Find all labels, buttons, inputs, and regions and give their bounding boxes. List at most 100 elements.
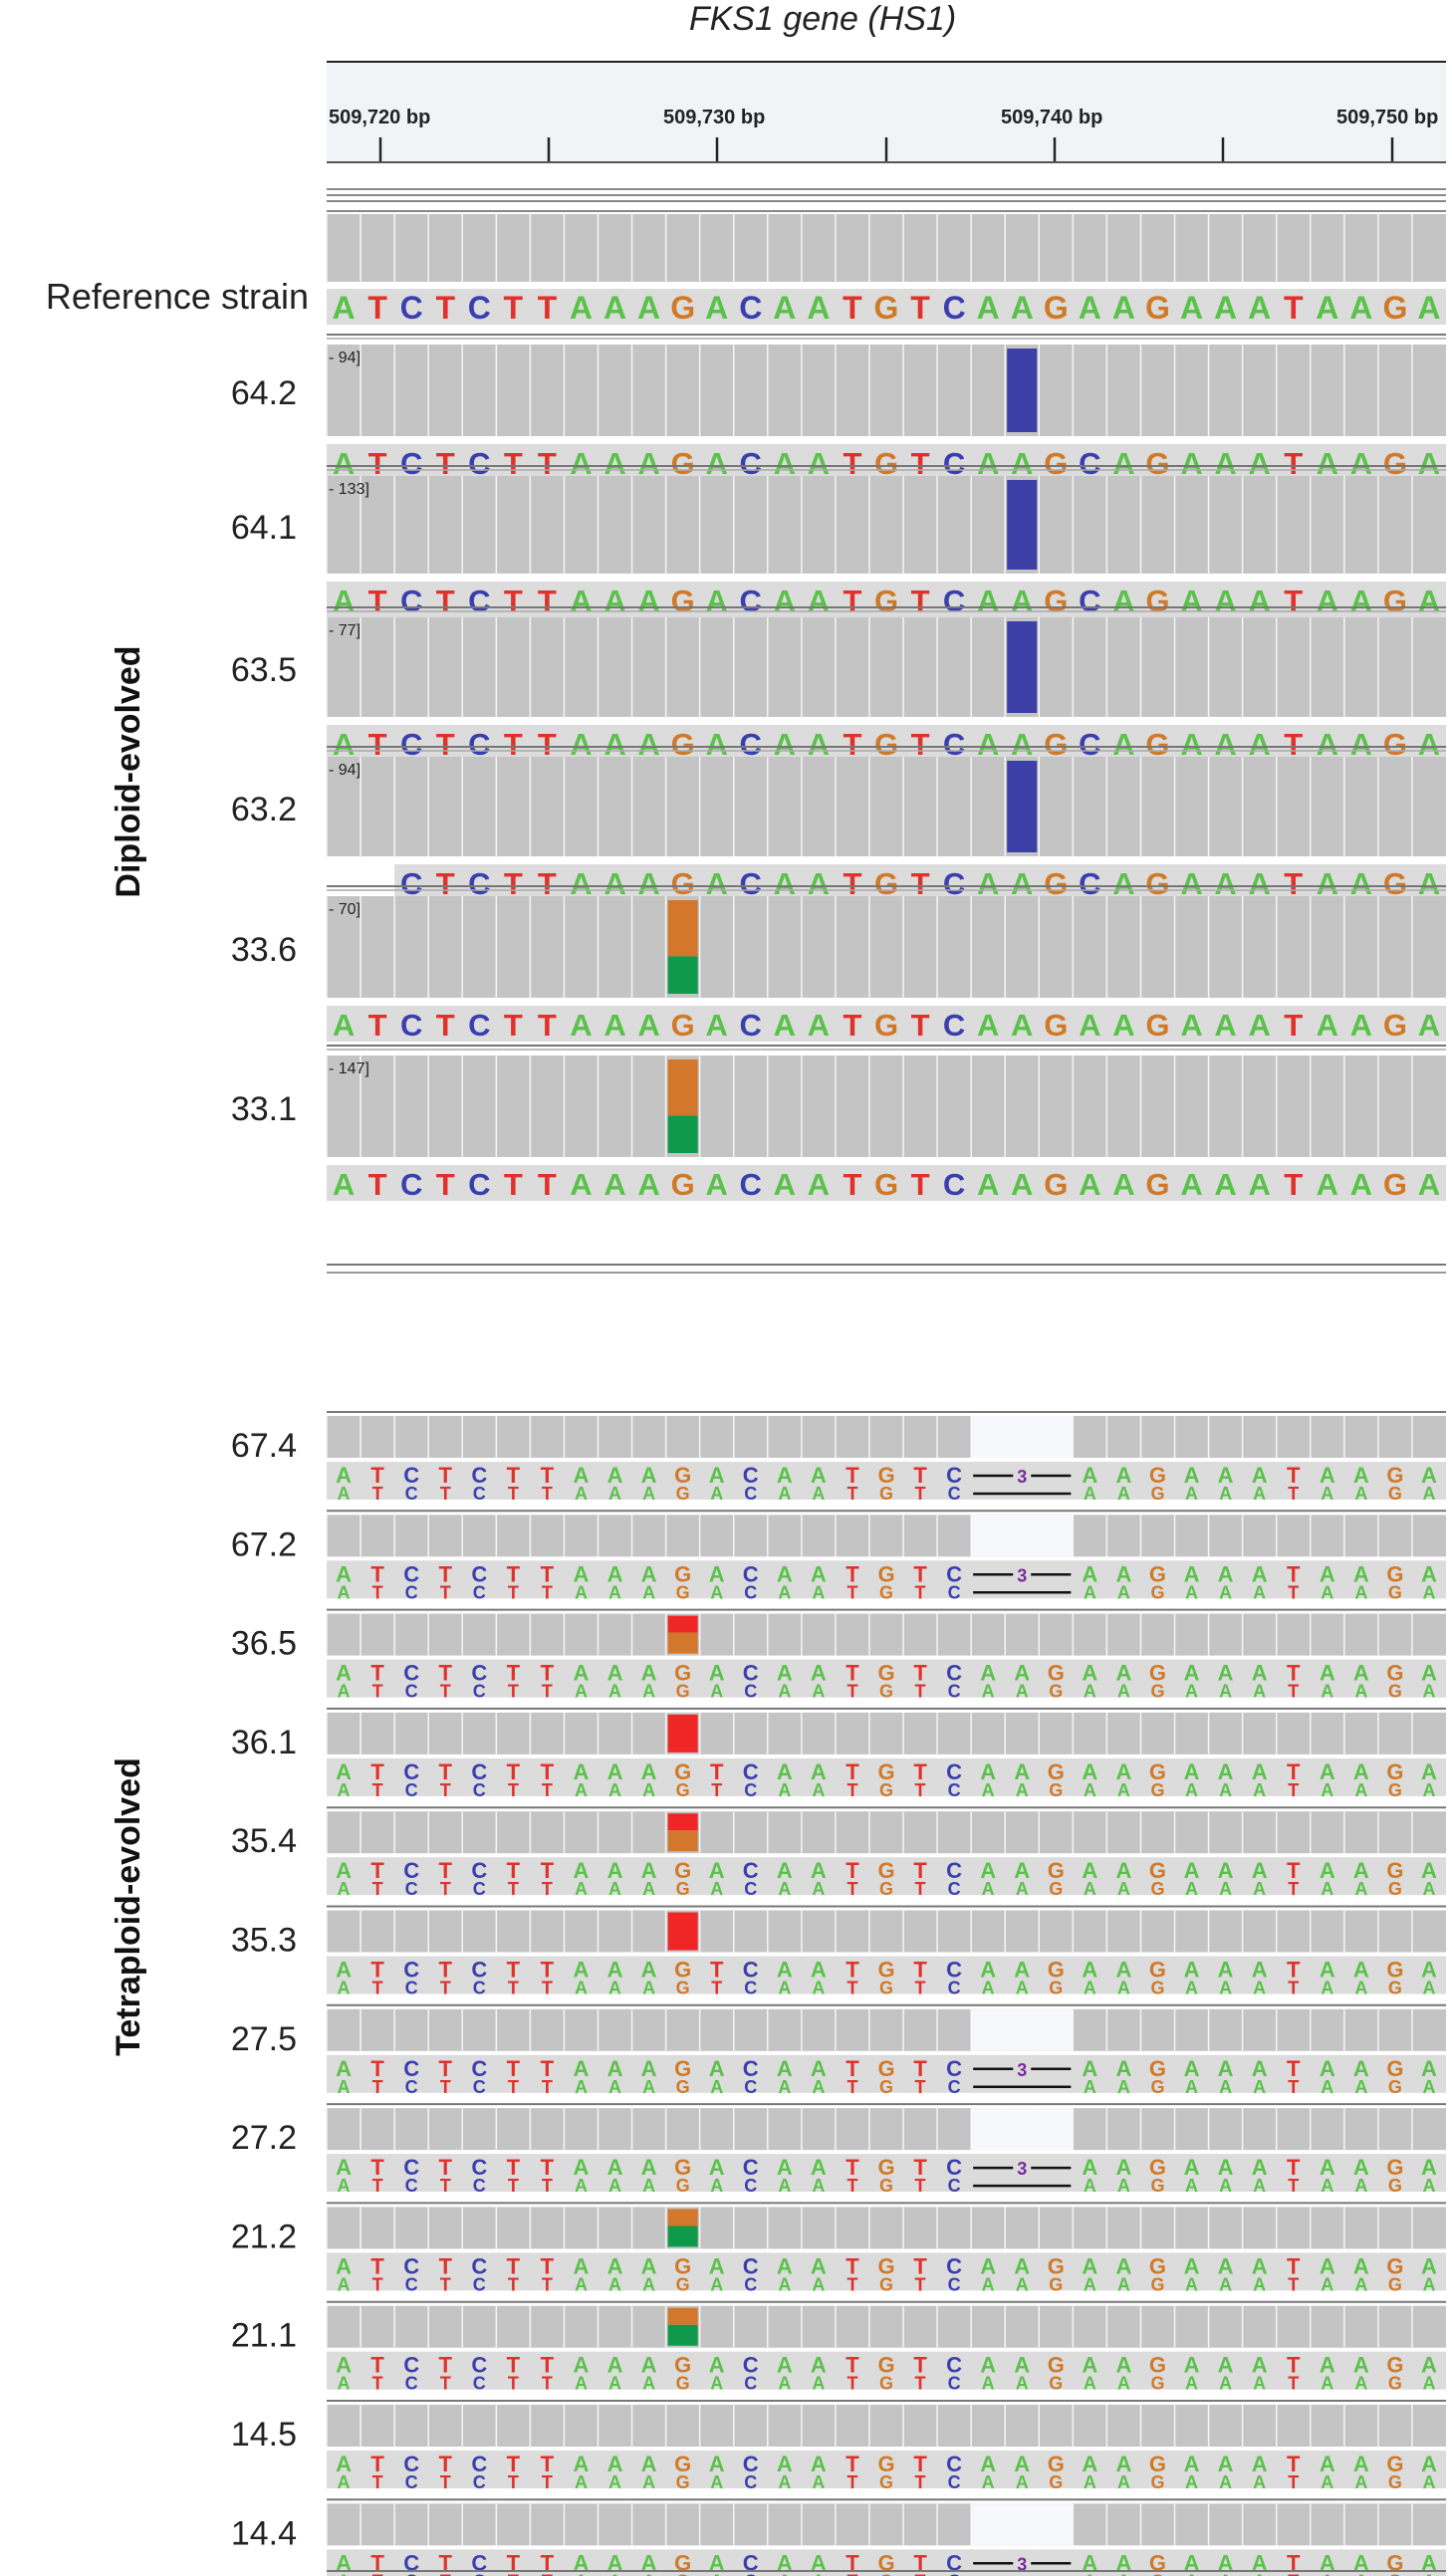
base-a: A	[1084, 1582, 1096, 1602]
base-a: A	[1353, 2452, 1369, 2476]
sequence-band	[327, 444, 1446, 480]
base-a: A	[338, 2176, 351, 2196]
base-g: G	[1388, 2472, 1402, 2492]
base-a: A	[1084, 2274, 1096, 2294]
base-a: A	[1185, 2472, 1198, 2492]
base-a: A	[812, 1979, 825, 1998]
base-a: A	[1082, 1561, 1097, 1586]
sample-label: 33.1	[231, 1090, 297, 1128]
base-a: A	[709, 2353, 725, 2378]
base-g: G	[879, 2472, 893, 2492]
base-g: G	[1048, 2452, 1065, 2476]
base-a: A	[608, 2472, 621, 2492]
base-t: T	[508, 2571, 519, 2576]
base-a: A	[980, 1661, 996, 1686]
sample-track: A T C T C T T A A A G A C A A T G T C A A G A A G A A A T A A G AA T C T C T T…	[231, 2202, 1446, 2294]
base-a: A	[1353, 1561, 1369, 1586]
base-t: T	[438, 2253, 452, 2278]
base-t: T	[507, 1463, 521, 1488]
base-a: A	[1115, 2452, 1131, 2476]
sample-label: 36.5	[231, 1625, 297, 1663]
base-c: C	[948, 2472, 961, 2492]
base-c: C	[473, 1979, 486, 1998]
base-a: A	[1084, 2472, 1096, 2492]
base-a: A	[710, 1582, 723, 1602]
base-t: T	[1288, 1979, 1299, 1998]
base-g: G	[877, 2056, 894, 2081]
sequence-band	[327, 2351, 1446, 2390]
base-g: G	[1150, 2176, 1164, 2196]
base-a: A	[1253, 1484, 1266, 1504]
base-t: T	[370, 2253, 384, 2278]
base-t: T	[440, 1979, 451, 1998]
base-t: T	[507, 1561, 521, 1586]
base-a: A	[336, 1463, 352, 1488]
base-a: A	[575, 1979, 588, 1998]
base-t: T	[508, 1780, 519, 1800]
base-g: G	[1149, 2353, 1166, 2378]
base-a: A	[608, 2374, 621, 2394]
coverage-band	[327, 214, 1446, 282]
base-t: T	[847, 2077, 857, 2097]
base-g: G	[1044, 446, 1068, 481]
base-t: T	[913, 2253, 927, 2278]
base-a: A	[604, 290, 626, 326]
base-a: A	[1185, 1582, 1198, 1602]
base-c: C	[405, 2472, 418, 2492]
base-g: G	[877, 1463, 894, 1488]
base-g: G	[1149, 1759, 1166, 1784]
base-g: G	[874, 290, 899, 326]
base-a: A	[1115, 2550, 1131, 2575]
base-a: A	[1115, 1661, 1131, 1686]
base-a: A	[642, 1780, 655, 1800]
base-c: C	[471, 2253, 487, 2278]
coverage-band	[327, 1613, 1446, 1656]
base-a: A	[338, 1780, 351, 1800]
ruler-label: 509,730 bp	[663, 107, 765, 128]
base-c: C	[743, 2155, 759, 2180]
base-a: A	[1321, 1879, 1333, 1899]
base-a: A	[1117, 2472, 1130, 2492]
base-g: G	[1150, 2472, 1164, 2492]
base-a: A	[637, 1008, 659, 1043]
base-g: G	[1388, 1682, 1402, 1702]
coverage-band	[327, 617, 1446, 717]
sample-label: 36.1	[231, 1724, 297, 1761]
coverage-band	[327, 896, 1446, 998]
base-a: A	[1350, 446, 1372, 481]
base-g: G	[879, 2571, 893, 2576]
base-c: C	[948, 1879, 961, 1899]
base-t: T	[438, 2452, 452, 2476]
base-t: T	[843, 866, 861, 901]
base-a: A	[1422, 1780, 1435, 1800]
sample-label: 63.5	[231, 651, 297, 689]
base-c: C	[403, 1661, 419, 1686]
deletion-gap	[971, 2108, 1074, 2151]
base-c: C	[744, 1979, 757, 1998]
base-a: A	[1184, 2155, 1200, 2180]
base-c: C	[471, 2550, 487, 2575]
deletion-gap	[971, 2503, 1074, 2546]
base-a: A	[811, 1561, 827, 1586]
base-c: C	[400, 290, 423, 326]
base-t: T	[541, 2056, 555, 2081]
base-a: A	[1248, 1008, 1270, 1043]
coverage-range: - 94]	[329, 350, 361, 366]
base-g: G	[1149, 1661, 1166, 1686]
base-a: A	[642, 2472, 655, 2492]
figure-title: FKS1 gene (HS1)	[689, 0, 956, 38]
base-t: T	[508, 2472, 519, 2492]
base-t: T	[910, 290, 930, 326]
base-g: G	[879, 2274, 893, 2294]
base-a: A	[1185, 2176, 1198, 2196]
base-a: A	[1219, 2571, 1232, 2576]
base-a: A	[774, 446, 796, 481]
sequence-band	[327, 1165, 1446, 1201]
base-a: A	[641, 1759, 657, 1784]
base-a: A	[1082, 1759, 1097, 1784]
base-a: A	[774, 727, 796, 762]
base-t: T	[438, 2353, 452, 2378]
base-a: A	[604, 866, 625, 901]
base-a: A	[777, 1463, 793, 1488]
base-t: T	[843, 290, 862, 326]
